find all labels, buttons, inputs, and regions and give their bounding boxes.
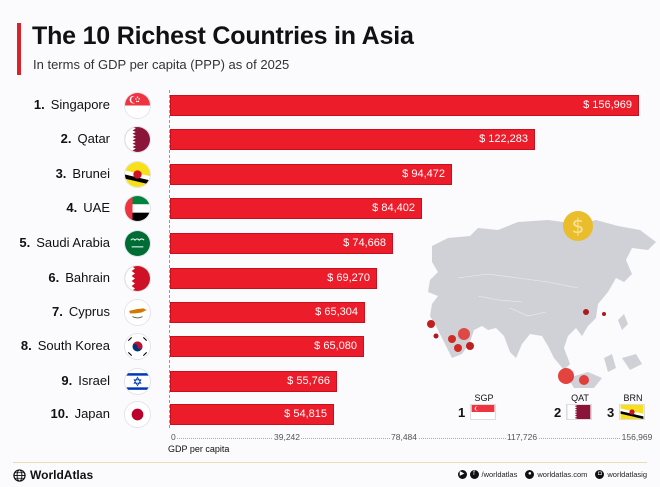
brand-name: WorldAtlas <box>30 468 94 482</box>
rank-number: 1. <box>33 97 45 112</box>
x-axis: 0 39,242 78,484 117,726 156,969 <box>170 432 654 446</box>
top3-rank: 1 <box>458 405 466 420</box>
footer-divider <box>13 462 647 463</box>
bar[interactable]: $ 69,270 <box>170 268 377 289</box>
japan-flag-icon <box>124 401 151 428</box>
bar[interactable]: $ 54,815 <box>170 404 334 425</box>
south-korea-flag-icon <box>124 333 151 360</box>
x-tick: 39,242 <box>273 432 301 442</box>
bar-value-label: $ 156,969 <box>583 99 632 111</box>
country-label: 5. Saudi Arabia <box>19 233 110 253</box>
social-handle[interactable]: /worldatlas <box>481 470 518 479</box>
country-label: 6. Bahrain <box>48 268 110 288</box>
bar-value-label: $ 65,080 <box>314 340 357 352</box>
bar[interactable]: $ 65,304 <box>170 302 365 323</box>
facebook-icon[interactable]: f <box>469 470 479 479</box>
uae-flag-icon <box>124 195 151 222</box>
rank-number: 6. <box>48 270 60 285</box>
brunei-flag-icon <box>619 404 645 420</box>
bar-value-label: $ 122,283 <box>479 133 528 145</box>
country-label: 1. Singapore <box>34 95 110 115</box>
top3-rank: 2 <box>554 405 562 420</box>
country-label: 3. Brunei <box>56 164 110 184</box>
rank-number: 2. <box>60 131 72 146</box>
page-title: The 10 Richest Countries in Asia <box>32 22 414 50</box>
country-name: Israel <box>78 373 110 388</box>
bar[interactable]: $ 65,080 <box>170 336 364 357</box>
title-accent-bar <box>17 23 21 75</box>
country-name: Japan <box>74 406 110 421</box>
country-label: 4. UAE <box>66 198 110 218</box>
country-label: 8. South Korea <box>21 336 110 356</box>
website-icon[interactable]: ● <box>525 470 535 479</box>
bar-value-label: $ 69,270 <box>327 272 370 284</box>
top3-item-3: BRN 3 <box>607 393 649 420</box>
bar-value-label: $ 74,668 <box>343 237 386 249</box>
x-tick: 156,969 <box>620 432 654 442</box>
country-name: Brunei <box>72 166 110 181</box>
social-links: ▶ f /worldatlas ● worldatlas.com ◘ world… <box>457 470 647 479</box>
country-name: Cyprus <box>68 304 110 319</box>
bar-value-label: $ 94,472 <box>402 168 445 180</box>
y-axis-line <box>169 90 170 428</box>
rank-number: 10. <box>50 406 69 421</box>
x-axis-label: GDP per capita <box>168 444 230 454</box>
rank-number: 4. <box>66 200 78 215</box>
x-tick: 0 <box>170 432 177 442</box>
top3-rank: 3 <box>607 405 615 420</box>
bar-value-label: $ 54,815 <box>284 408 327 420</box>
instagram-handle[interactable]: worldatlasig <box>607 470 647 479</box>
top3-item-2: QAT 2 <box>554 393 596 420</box>
israel-flag-icon <box>124 368 151 395</box>
country-name: Saudi Arabia <box>36 235 110 250</box>
rank-number: 8. <box>20 338 32 353</box>
bar[interactable]: $ 55,766 <box>170 371 337 392</box>
country-label: 2. Qatar <box>61 129 110 149</box>
qatar-flag-icon <box>566 404 592 420</box>
country-label: 10. Japan <box>51 404 111 424</box>
bar[interactable]: $ 74,668 <box>170 233 393 254</box>
globe-icon <box>13 468 26 482</box>
rank-number: 3. <box>55 166 67 181</box>
country-name: Bahrain <box>65 270 110 285</box>
bar-value-label: $ 65,304 <box>315 306 358 318</box>
country-label: 9. Israel <box>61 371 110 391</box>
bar-value-label: $ 55,766 <box>287 375 330 387</box>
rank-number: 7. <box>51 304 63 319</box>
asia-map <box>427 220 656 388</box>
qatar-flag-icon <box>124 126 151 153</box>
bar[interactable]: $ 122,283 <box>170 129 535 150</box>
rank-number: 5. <box>19 235 31 250</box>
country-name: Singapore <box>50 97 110 112</box>
x-tick: 117,726 <box>505 432 539 442</box>
top3-code: BRN <box>623 393 643 403</box>
website-link[interactable]: worldatlas.com <box>537 470 588 479</box>
top3-code: QAT <box>571 393 589 403</box>
brand-logo[interactable]: WorldAtlas <box>13 468 93 482</box>
instagram-icon[interactable]: ◘ <box>595 470 605 479</box>
brunei-flag-icon <box>124 161 151 188</box>
bar[interactable]: $ 94,472 <box>170 164 452 185</box>
bar[interactable]: $ 156,969 <box>170 95 639 116</box>
top3-item-1: SGP 1 <box>458 393 500 420</box>
youtube-icon[interactable]: ▶ <box>457 470 467 479</box>
singapore-flag-icon <box>470 404 496 420</box>
x-tick: 78,484 <box>390 432 418 442</box>
dollar-coin-icon: $ <box>563 211 593 241</box>
country-name: Qatar <box>77 131 110 146</box>
singapore-flag-icon <box>124 92 151 119</box>
rank-number: 9. <box>61 373 73 388</box>
bahrain-flag-icon <box>124 265 151 292</box>
country-name: UAE <box>83 200 110 215</box>
bar-value-label: $ 84,402 <box>372 202 415 214</box>
page-subtitle: In terms of GDP per capita (PPP) as of 2… <box>33 57 290 72</box>
cyprus-flag-icon <box>124 299 151 326</box>
saudi-arabia-flag-icon <box>124 230 151 257</box>
country-label: 7. Cyprus <box>52 302 110 322</box>
bar[interactable]: $ 84,402 <box>170 198 422 219</box>
country-name: South Korea <box>37 338 110 353</box>
top3-code: SGP <box>474 393 494 403</box>
